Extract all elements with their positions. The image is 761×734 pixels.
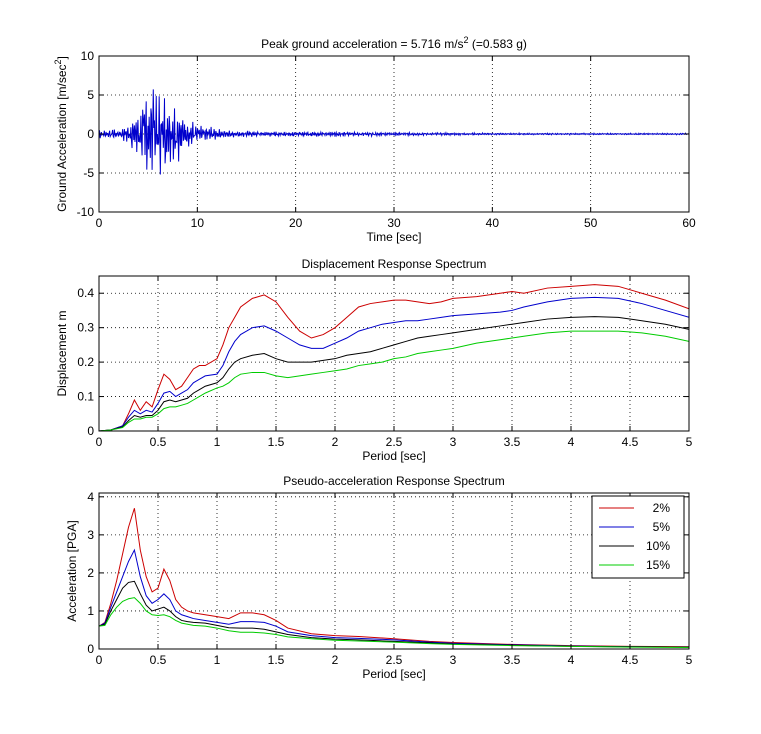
x-axis-label: Period [sec]	[362, 667, 425, 681]
y-tick-label: 2	[87, 566, 94, 580]
x-tick-label: 4.5	[622, 653, 639, 667]
legend-box	[591, 495, 685, 579]
chart-title: Peak ground acceleration = 5.716 m/s2 (=…	[261, 35, 527, 51]
plot-1: 0 10 20 30 40 50 60 -10 -5 0 5 10 Time [sec] Peak gro…	[53, 35, 696, 244]
y-axis-label: Ground Acceleration [m/sec2]	[53, 56, 69, 212]
x-tick-label: 60	[682, 216, 696, 230]
y-tick-label: 1	[87, 604, 94, 618]
x-tick-label: 3.5	[504, 435, 521, 449]
x-tick-label: 2.5	[386, 435, 403, 449]
series-line-5pct	[99, 296, 689, 431]
legend-label: 10%	[646, 539, 670, 553]
x-tick-label: 3	[450, 653, 457, 667]
legend-label: 15%	[646, 558, 670, 572]
series-line-ground-acceleration	[99, 89, 689, 175]
x-tick-label: 0.5	[150, 435, 167, 449]
y-tick-label: 10	[81, 49, 95, 63]
x-tick-label: 40	[486, 216, 500, 230]
x-tick-label: 2.5	[386, 653, 403, 667]
y-axis-label: Displacement m	[55, 310, 69, 396]
x-axis-label: Period [sec]	[362, 449, 425, 463]
x-tick-label: 4	[568, 435, 575, 449]
y-tick-label: 4	[87, 490, 94, 504]
x-tick-label: 4.5	[622, 435, 639, 449]
y-axis-label: Acceleration [PGA]	[65, 520, 79, 621]
plot-3: 0 0.5 1 1.5 2 2.5 3 3.5 4 4.5 5 0 1 2 3 4 Period [sec] Ps…	[65, 474, 693, 681]
chart-title: Displacement Response Spectrum	[302, 257, 487, 271]
x-tick-label: 3.5	[504, 653, 521, 667]
x-tick-label: 5	[686, 653, 693, 667]
chart-title: Pseudo-acceleration Response Spectrum	[283, 474, 504, 488]
x-tick-label: 1	[214, 653, 221, 667]
x-tick-label: 0	[96, 653, 103, 667]
series-line-15pct	[99, 330, 689, 431]
x-tick-label: 0	[96, 216, 103, 230]
legend: 2% 5% 10% 15%	[591, 495, 685, 579]
plot-area	[99, 276, 689, 431]
x-tick-label: 5	[686, 435, 693, 449]
plot-2: 0 0.5 1 1.5 2 2.5 3 3.5 4 4.5 5 0 0.1 0.2 0.3 0.4 Period…	[55, 257, 693, 463]
y-tick-label: 0.2	[77, 355, 94, 369]
legend-label: 5%	[653, 520, 671, 534]
x-axis-label: Time [sec]	[367, 230, 422, 244]
series-line-2pct	[99, 508, 689, 648]
x-tick-label: 20	[289, 216, 303, 230]
series-line-2pct	[99, 284, 689, 431]
y-tick-label: 0	[87, 424, 94, 438]
x-tick-label: 10	[191, 216, 205, 230]
y-tick-label: 0	[87, 127, 94, 141]
x-tick-label: 50	[584, 216, 598, 230]
x-tick-label: 4	[568, 653, 575, 667]
y-tick-label: 0.3	[77, 321, 94, 335]
x-tick-label: 1	[214, 435, 221, 449]
y-tick-label: 5	[87, 88, 94, 102]
x-tick-label: 3	[450, 435, 457, 449]
x-tick-label: 30	[387, 216, 401, 230]
series-line-5pct	[99, 548, 689, 648]
x-tick-label: 2	[332, 653, 339, 667]
y-tick-label: 0.4	[77, 286, 94, 300]
y-tick-label: -5	[83, 166, 94, 180]
series-line-15pct	[99, 597, 689, 648]
x-tick-label: 2	[332, 435, 339, 449]
y-tick-label: 0.1	[77, 390, 94, 404]
y-tick-label: 3	[87, 528, 94, 542]
y-tick-label: 0	[87, 642, 94, 656]
x-tick-label: 1.5	[268, 435, 285, 449]
series-line-10pct	[99, 316, 689, 431]
x-tick-label: 0	[96, 435, 103, 449]
y-tick-label: -10	[77, 205, 95, 219]
x-tick-label: 1.5	[268, 653, 285, 667]
x-tick-label: 0.5	[150, 653, 167, 667]
series-line-10pct	[99, 580, 689, 648]
legend-label: 2%	[653, 501, 671, 515]
